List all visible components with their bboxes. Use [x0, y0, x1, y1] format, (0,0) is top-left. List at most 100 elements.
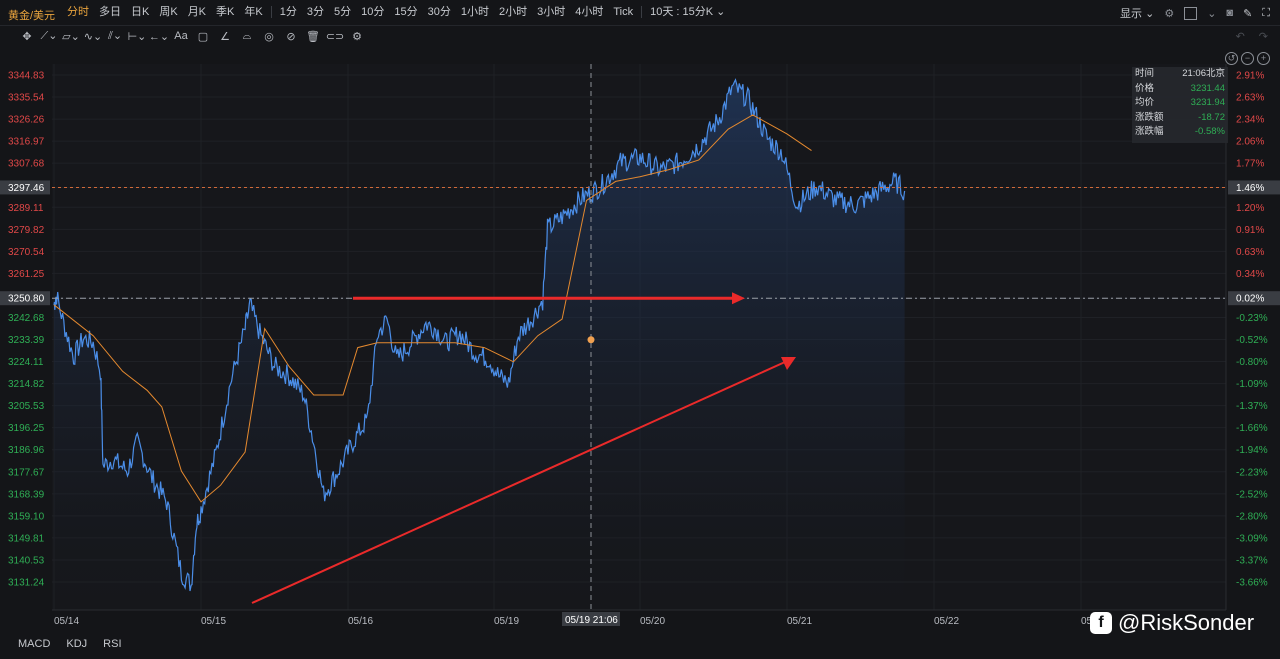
tooltip-change-value: -18.72 — [1198, 111, 1225, 123]
tooltip-pct-label: 涨跌幅 — [1135, 126, 1164, 137]
x-axis-label: 05/15 — [201, 616, 226, 627]
wave-tool-icon[interactable]: ∿⌄ — [83, 30, 103, 43]
period-tab-8[interactable]: 3分 — [306, 6, 324, 18]
y-axis-right-label: -1.37% — [1236, 401, 1268, 412]
period-tab-13[interactable]: 1小时 — [460, 6, 489, 18]
period-tab-15[interactable]: 3小时 — [537, 6, 566, 18]
lock-draw-icon[interactable]: ◎ — [264, 30, 274, 43]
y-axis-left-label: 3205.53 — [8, 401, 45, 412]
period-tab-7[interactable]: 1分 — [279, 6, 297, 18]
camera-icon[interactable]: ◙ — [1226, 7, 1234, 19]
y-axis-right-label: 1.20% — [1236, 203, 1264, 214]
range-measure-icon[interactable]: ⊢⌄ — [127, 30, 147, 43]
period-tab-12[interactable]: 30分 — [427, 6, 451, 18]
period-tab-16[interactable]: 4小时 — [575, 6, 604, 18]
y-axis-right-label: 1.46% — [1236, 183, 1264, 194]
indicator-kdj[interactable]: KDJ — [66, 638, 88, 650]
pen-icon[interactable]: ✎ — [1243, 7, 1253, 20]
symbol-selector[interactable]: 黄金/美元 — [8, 10, 56, 22]
y-axis-left-label: 3297.46 — [8, 183, 45, 194]
y-axis-left-label: 3168.39 — [8, 489, 45, 500]
x-axis-label: 05/20 — [640, 616, 665, 627]
period-tabs: 分时 多日 日K 周K 月K 季K 年K 1分 3分 5分 10分 15分 30分 1小时 2小时 3小时 4小… — [62, 6, 730, 19]
top-right-controls: 显示 ⌄ ⚙ ⌄ ◙ ✎ ⛶ — [1120, 5, 1270, 21]
y-axis-left-label: 3196.25 — [8, 423, 45, 434]
compare-icon[interactable]: ⊂⊃ — [325, 30, 345, 43]
indicator-macd[interactable]: MACD — [18, 638, 51, 650]
y-axis-left-label: 3224.11 — [8, 357, 44, 368]
period-divider — [270, 6, 272, 18]
period-tab-1[interactable]: 多日 — [99, 6, 121, 18]
plot-area — [52, 64, 1226, 610]
y-axis-right-label: -0.23% — [1236, 313, 1268, 324]
y-axis-right-label: 2.06% — [1236, 137, 1264, 148]
crosshair-move-icon[interactable]: ✥ — [22, 30, 32, 43]
text-tool-icon[interactable]: Aa — [174, 30, 188, 42]
y-axis-right-label: -3.09% — [1236, 533, 1268, 544]
top-bar: 黄金/美元 分时 多日 日K 周K 月K 季K 年K 1分 3分 5分 10分 15分 30分 1小时 2小… — [0, 0, 1280, 26]
indicator-rsi[interactable]: RSI — [103, 638, 122, 650]
y-axis-right-label: 2.34% — [1236, 115, 1264, 126]
price-area — [54, 79, 905, 611]
reset-icon[interactable]: ↺ — [1225, 52, 1238, 65]
tooltip-time-label: 时间 — [1135, 68, 1155, 79]
display-dropdown[interactable]: 显示 ⌄ — [1120, 8, 1155, 20]
y-axis-left-label: 3316.97 — [8, 137, 45, 148]
period-tab-17[interactable]: Tick — [613, 6, 634, 18]
zoom-in-icon[interactable]: + — [1257, 52, 1270, 65]
trendline-tool-icon[interactable]: ⟋⌄ — [40, 30, 58, 42]
brush-tool-icon[interactable]: ∠ — [220, 30, 230, 43]
y-axis-left-label: 3140.53 — [8, 555, 45, 566]
crosshair-time-bg — [562, 612, 620, 626]
tooltip-avg-label: 均价 — [1135, 97, 1155, 108]
channel-tool-icon[interactable]: ▱⌄ — [62, 30, 80, 43]
display-label: 显示 — [1120, 8, 1143, 20]
period-tab-11[interactable]: 15分 — [394, 6, 418, 18]
x-axis-label: 05/21 — [787, 616, 812, 627]
period-divider — [641, 6, 643, 18]
zoom-out-icon[interactable]: − — [1241, 52, 1254, 65]
x-axis-label: 05/19 — [494, 616, 519, 627]
period-tab-14[interactable]: 2小时 — [498, 6, 528, 18]
y-axis-left-label: 3307.68 — [8, 159, 45, 170]
period-tab-0[interactable]: 分时 — [67, 6, 89, 18]
settings-icon[interactable]: ⚙ — [1164, 7, 1175, 20]
fibonacci-tool-icon[interactable]: ⫽⌄ — [107, 30, 123, 42]
price-tag-bg — [0, 291, 50, 306]
watermark-text: @RiskSonder — [1118, 610, 1255, 635]
y-axis-right-label: 0.34% — [1236, 269, 1264, 280]
y-axis-left-label: 3279.82 — [8, 225, 45, 236]
rising-arrowhead — [781, 357, 796, 370]
period-tab-6[interactable]: 年K — [244, 6, 263, 18]
undo-icon[interactable]: ↶ — [1235, 31, 1245, 43]
period-tab-10[interactable]: 10分 — [361, 6, 385, 18]
redo-icon[interactable]: ↷ — [1258, 31, 1268, 43]
period-tab-4[interactable]: 月K — [187, 6, 207, 18]
checkbox-icon[interactable] — [1184, 6, 1198, 20]
magnet-icon[interactable]: ⌓ — [242, 29, 252, 42]
indicator-tabs: MACD KDJ RSI — [0, 634, 122, 654]
chevron-down-icon[interactable]: ⌄ — [1207, 7, 1217, 20]
y-axis-left-label: 3289.11 — [8, 203, 44, 214]
y-axis-left-label: 3250.80 — [8, 294, 45, 305]
y-axis-left-label: 3335.54 — [8, 93, 45, 104]
y-axis-right-label: -0.52% — [1236, 335, 1268, 346]
comment-tool-icon[interactable]: ▢ — [197, 30, 209, 43]
period-tab-9[interactable]: 5分 — [333, 6, 352, 18]
x-axis-label: 05/14 — [54, 616, 79, 627]
tool-settings-icon[interactable]: ⚙ — [352, 30, 362, 43]
arrow-tool-icon[interactable]: ←⌄ — [148, 30, 170, 43]
y-axis-left-label: 3131.24 — [8, 578, 45, 589]
delete-icon[interactable]: 🗑 — [306, 30, 320, 43]
range-selector[interactable]: 10天 : 15分K ⌄ — [650, 6, 726, 18]
hide-draw-icon[interactable]: ⊘ — [286, 30, 296, 43]
period-tab-2[interactable]: 日K — [131, 6, 150, 18]
fullscreen-icon[interactable]: ⛶ — [1262, 6, 1270, 19]
price-tag-bg — [0, 180, 50, 195]
period-tab-3[interactable]: 周K — [159, 6, 178, 18]
y-axis-left-label: 3261.25 — [8, 269, 45, 280]
period-tab-5[interactable]: 季K — [216, 6, 235, 18]
y-axis-right-label: 0.63% — [1236, 247, 1264, 258]
y-axis-right-label: -2.52% — [1236, 489, 1268, 500]
